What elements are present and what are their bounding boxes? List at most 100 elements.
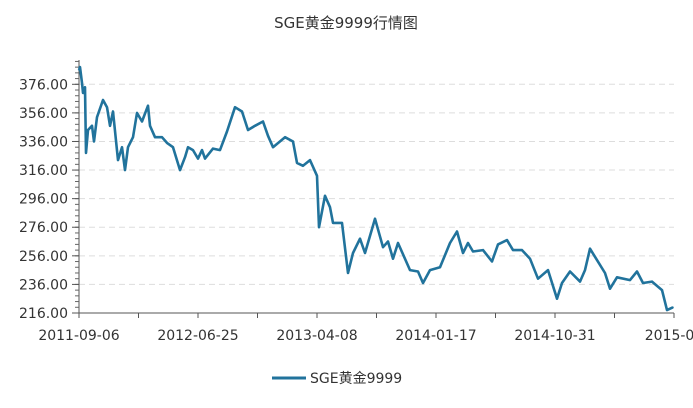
data-point	[179, 169, 181, 171]
chart-title: SGE黄金9999行情图	[274, 14, 418, 32]
x-tick-label: 2015-08	[645, 328, 693, 344]
data-point	[332, 222, 334, 224]
data-point	[604, 272, 606, 274]
data-point	[651, 280, 653, 283]
y-tick-label: 316.00	[19, 163, 68, 179]
data-point	[267, 134, 269, 137]
data-point	[296, 162, 298, 164]
data-point	[127, 146, 129, 148]
data-point	[521, 249, 523, 251]
data-point	[472, 250, 474, 253]
data-point	[397, 242, 399, 244]
y-axis: 216.00 236.00 256.00 276.00 296.00 316.00 336.…	[19, 60, 80, 322]
data-point	[529, 257, 531, 260]
x-axis: 2011-09-06 2012-06-25 2013-04-08 2014-01-17…	[38, 312, 693, 344]
data-point	[569, 270, 571, 273]
data-point	[197, 157, 199, 160]
data-point	[449, 242, 451, 244]
y-tick-label: 356.00	[19, 106, 68, 122]
data-point	[364, 252, 366, 254]
data-point	[136, 112, 138, 114]
data-point	[166, 142, 168, 144]
data-point	[141, 120, 143, 123]
data-point	[422, 282, 424, 284]
data-point	[512, 249, 514, 251]
data-point	[81, 82, 83, 84]
data-point	[482, 249, 484, 251]
data-point	[616, 276, 618, 279]
data-point	[117, 159, 119, 161]
data-point	[609, 287, 611, 290]
data-point	[672, 306, 674, 309]
data-point	[324, 194, 326, 197]
x-tick-label: 2014-10-31	[514, 328, 595, 344]
data-point	[262, 120, 264, 123]
data-point	[184, 156, 186, 158]
data-point	[192, 149, 194, 151]
data-point	[584, 269, 586, 271]
data-point	[467, 242, 469, 244]
y-tick-label: 376.00	[19, 77, 68, 93]
data-point	[96, 116, 98, 118]
data-point	[93, 140, 95, 143]
data-point	[212, 147, 214, 150]
data-point	[374, 217, 376, 220]
y-tick-label: 256.00	[19, 249, 68, 265]
data-point	[636, 270, 638, 273]
data-point	[87, 129, 89, 131]
data-point	[85, 152, 87, 154]
y-tick-label: 216.00	[19, 306, 68, 322]
data-point	[382, 246, 384, 249]
data-point	[456, 230, 458, 233]
data-point	[201, 149, 203, 151]
data-point	[234, 106, 236, 108]
data-point	[341, 222, 343, 224]
data-point	[121, 146, 123, 148]
data-point	[254, 124, 256, 127]
data-point	[78, 69, 80, 71]
data-point	[596, 259, 598, 261]
y-tick-label: 336.00	[19, 134, 68, 150]
data-point	[172, 146, 174, 148]
data-point	[82, 92, 84, 94]
y-tick-label: 276.00	[19, 220, 68, 236]
data-point	[112, 110, 114, 113]
data-point	[462, 252, 464, 254]
data-point	[387, 240, 389, 243]
data-point	[226, 130, 228, 133]
data-point	[316, 174, 318, 177]
x-tick-label: 2012-06-25	[157, 328, 238, 344]
series-line	[77, 65, 674, 312]
data-point	[429, 269, 431, 271]
data-point	[392, 257, 394, 260]
data-point	[629, 279, 631, 281]
data-point	[132, 136, 134, 138]
data-point	[318, 226, 320, 229]
data-point	[147, 104, 149, 107]
data-point	[91, 124, 93, 127]
data-point	[506, 239, 508, 241]
data-point	[284, 136, 286, 138]
legend-label[interactable]: SGE黄金9999	[310, 370, 402, 387]
y-tick-label: 236.00	[19, 277, 68, 293]
data-point	[124, 169, 126, 171]
data-point	[161, 136, 163, 138]
data-point	[661, 289, 663, 291]
y-tick-label: 296.00	[19, 192, 68, 208]
data-point	[666, 309, 668, 311]
x-tick-label: 2014-01-17	[395, 328, 476, 344]
data-point	[352, 252, 354, 254]
legend[interactable]: SGE黄金9999	[272, 370, 402, 387]
data-point	[439, 266, 441, 269]
data-point	[309, 159, 311, 161]
data-point	[79, 66, 81, 68]
data-point	[491, 260, 493, 263]
data-point	[292, 140, 294, 143]
data-point	[359, 237, 361, 240]
data-point	[247, 129, 249, 131]
data-point	[561, 282, 563, 284]
data-point	[497, 243, 499, 246]
gridlines	[79, 83, 674, 285]
